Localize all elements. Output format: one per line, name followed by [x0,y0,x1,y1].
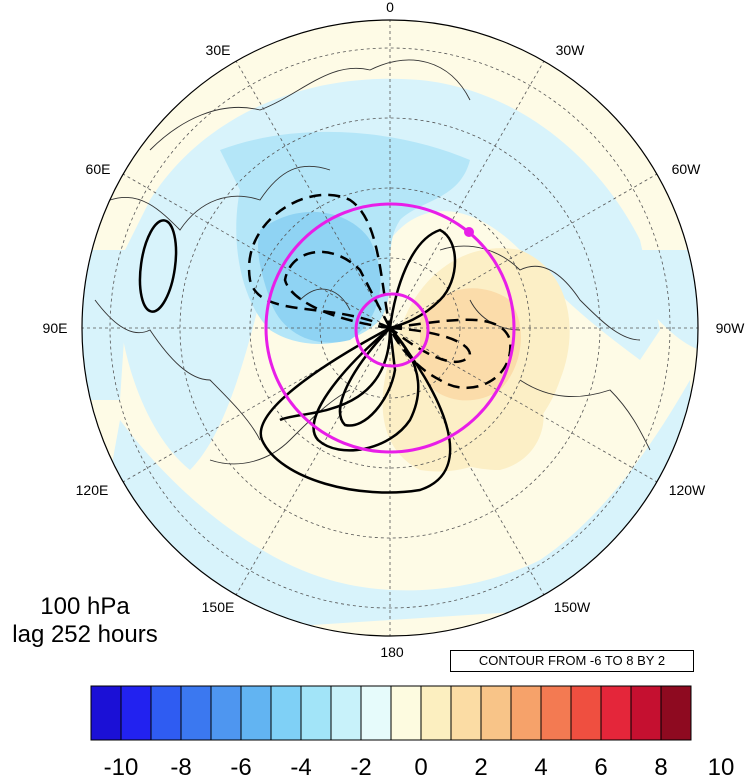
colorbar [90,685,692,741]
contour-lines [138,219,457,494]
caption-level: 100 hPa [40,593,130,620]
colorbar-labels: -10 -8 -6 -4 -2 0 2 4 6 8 10 [104,754,735,779]
map-border [81,19,699,637]
colorbar-swatch [420,685,452,741]
lon-label-60w: 60W [672,161,702,177]
lon-label-180: 180 [380,644,404,660]
lon-label-150e: 150E [202,599,235,615]
contour-info-box: CONTOUR FROM -6 TO 8 BY 2 [450,650,694,672]
colorbar-swatch [630,685,662,741]
contour-positive-eurasia [138,219,178,313]
colorbar-tick-label: 10 [708,754,735,779]
colorbar-swatch [360,685,392,741]
contour-negative-eurasia [247,193,392,331]
colorbar-tick-label: 0 [414,754,427,779]
colorbar-tick-label: 4 [534,754,547,779]
colorbar-swatch [330,685,362,741]
lon-label-30e: 30E [206,42,231,58]
colorbar-tick-label: -4 [290,754,311,779]
lon-label-30w: 30W [556,42,586,58]
colorbar-tick-label: -6 [230,754,251,779]
colorbar-swatch [240,685,272,741]
graticule [82,20,698,636]
colorbar-swatch [390,685,422,741]
magenta-marker [464,227,474,237]
colorbar-swatch [600,685,632,741]
lon-label-120e: 120E [76,482,109,498]
colorbar-swatch [300,685,332,741]
colorbar-tick-label: 6 [594,754,607,779]
lon-label-120w: 120W [669,482,706,498]
colorbar-swatch [510,685,542,741]
contour-negative-america [388,318,512,390]
colorbar-swatch [660,685,692,741]
colorbar-swatch [180,685,212,741]
magenta-circles [264,202,516,454]
lon-label-90w: 90W [716,320,746,336]
lon-label-90e: 90E [43,320,68,336]
colorbar-tick-label: -8 [170,754,191,779]
colorbar-swatch [450,685,482,741]
colorbar-tick-label: 8 [654,754,667,779]
colorbar-swatch [570,685,602,741]
lon-label-150w: 150W [554,599,591,615]
colorbar-swatch [270,685,302,741]
lon-label-0: 0 [386,0,394,15]
colorbar-swatch [540,685,572,741]
colorbar-tick-label: -2 [350,754,371,779]
longitude-labels: 0 30W 60W 90W 120W 150W 180 150E 120E 90… [43,0,746,660]
lon-label-60e: 60E [86,161,111,177]
colorbar-swatch [90,685,122,741]
colorbar-swatch [210,685,242,741]
shaded-field [82,20,698,636]
caption-lag: lag 252 hours [12,621,158,648]
colorbar-swatch [150,685,182,741]
colorbar-tick-label: -10 [104,754,139,779]
colorbar-swatch [480,685,512,741]
contour-positive-outer [259,326,452,494]
colorbar-tick-label: 2 [474,754,487,779]
colorbar-swatch [120,685,152,741]
